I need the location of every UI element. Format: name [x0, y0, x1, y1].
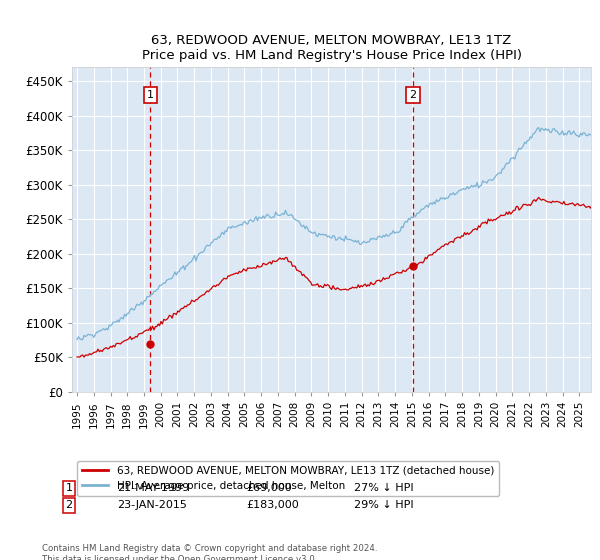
Text: 23-JAN-2015: 23-JAN-2015: [117, 500, 187, 510]
Text: 21-MAY-1999: 21-MAY-1999: [117, 483, 189, 493]
Text: 1: 1: [147, 90, 154, 100]
Text: £183,000: £183,000: [246, 500, 299, 510]
Text: 27% ↓ HPI: 27% ↓ HPI: [354, 483, 413, 493]
Text: £69,000: £69,000: [246, 483, 292, 493]
Legend: 63, REDWOOD AVENUE, MELTON MOWBRAY, LE13 1TZ (detached house), HPI: Average pric: 63, REDWOOD AVENUE, MELTON MOWBRAY, LE13…: [77, 460, 499, 496]
Text: 2: 2: [409, 90, 416, 100]
Text: Contains HM Land Registry data © Crown copyright and database right 2024.
This d: Contains HM Land Registry data © Crown c…: [42, 544, 377, 560]
Text: 29% ↓ HPI: 29% ↓ HPI: [354, 500, 413, 510]
Title: 63, REDWOOD AVENUE, MELTON MOWBRAY, LE13 1TZ
Price paid vs. HM Land Registry's H: 63, REDWOOD AVENUE, MELTON MOWBRAY, LE13…: [142, 34, 521, 62]
Text: 1: 1: [65, 483, 73, 493]
Text: 2: 2: [65, 500, 73, 510]
